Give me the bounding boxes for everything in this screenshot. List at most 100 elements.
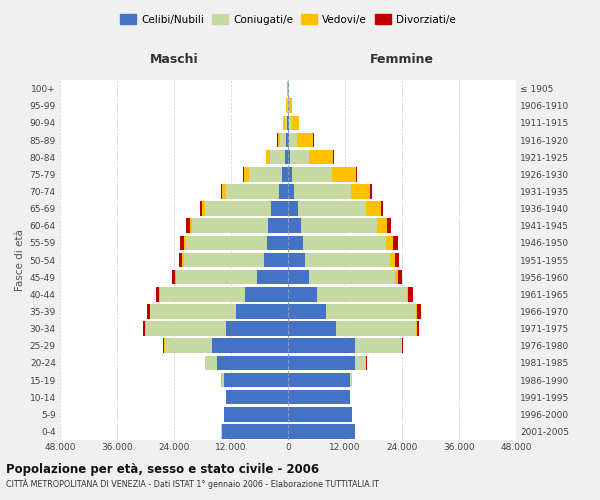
Bar [143,322,145,336]
Legend: Celibi/Nubili, Coniugati/e, Vedovi/e, Divorziati/e: Celibi/Nubili, Coniugati/e, Vedovi/e, Di… [116,10,460,29]
Bar [184,252,264,268]
Bar [271,150,284,164]
Bar [164,338,212,353]
Bar [192,218,268,233]
Bar [175,270,176,284]
Bar [303,236,386,250]
Bar [226,322,288,336]
Bar [187,218,190,233]
Bar [224,372,288,388]
Bar [326,304,416,318]
Bar [236,304,288,318]
Bar [355,356,367,370]
Bar [278,184,288,198]
Bar [184,236,186,250]
Bar [156,287,159,302]
Bar [286,132,288,148]
Bar [249,167,283,182]
Bar [244,167,249,182]
Bar [226,184,278,198]
Bar [278,132,280,148]
Bar [398,270,402,284]
Bar [377,218,387,233]
Bar [317,287,407,302]
Bar [288,390,350,404]
Bar [284,116,287,130]
Bar [296,132,313,148]
Bar [283,116,284,130]
Bar [264,252,288,268]
Bar [402,338,403,353]
Bar [288,132,289,148]
Bar [223,184,226,198]
Bar [221,372,224,388]
Bar [417,322,419,336]
Bar [288,424,355,438]
Bar [179,252,182,268]
Bar [284,150,288,164]
Bar [245,287,288,302]
Bar [163,338,164,353]
Bar [294,184,350,198]
Bar [200,202,202,216]
Bar [288,322,335,336]
Bar [292,167,332,182]
Bar [367,202,380,216]
Bar [150,304,236,318]
Bar [290,150,310,164]
Bar [335,322,416,336]
Bar [288,150,290,164]
Bar [332,167,356,182]
Bar [180,236,184,250]
Bar [408,287,413,302]
Bar [221,424,288,438]
Bar [292,116,299,130]
Bar [289,116,292,130]
Bar [288,218,301,233]
Bar [394,236,398,250]
Bar [387,218,391,233]
Bar [350,372,352,388]
Bar [301,218,377,233]
Bar [190,218,192,233]
Bar [176,270,257,284]
Bar [288,304,326,318]
Bar [266,150,271,164]
Bar [350,184,370,198]
Text: Femmine: Femmine [370,54,434,66]
Bar [268,218,288,233]
Bar [202,202,205,216]
Bar [257,270,288,284]
Bar [283,167,288,182]
Bar [390,252,395,268]
Bar [271,202,288,216]
Bar [407,287,408,302]
Bar [288,252,305,268]
Text: CITTÀ METROPOLITANA DI VENEZIA - Dati ISTAT 1° gennaio 2006 - Elaborazione TUTTI: CITTÀ METROPOLITANA DI VENEZIA - Dati IS… [6,478,379,489]
Bar [298,202,367,216]
Bar [288,356,355,370]
Bar [182,252,184,268]
Bar [355,338,402,353]
Bar [205,356,217,370]
Bar [172,270,175,284]
Bar [288,338,355,353]
Bar [280,132,286,148]
Bar [224,407,288,422]
Bar [288,116,289,130]
Bar [160,287,245,302]
Bar [288,287,317,302]
Bar [305,252,390,268]
Bar [386,236,394,250]
Bar [147,304,150,318]
Bar [356,167,357,182]
Bar [287,116,288,130]
Bar [333,150,334,164]
Bar [417,304,421,318]
Bar [310,270,395,284]
Bar [288,407,352,422]
Bar [288,270,310,284]
Bar [226,390,288,404]
Bar [217,356,288,370]
Bar [380,202,383,216]
